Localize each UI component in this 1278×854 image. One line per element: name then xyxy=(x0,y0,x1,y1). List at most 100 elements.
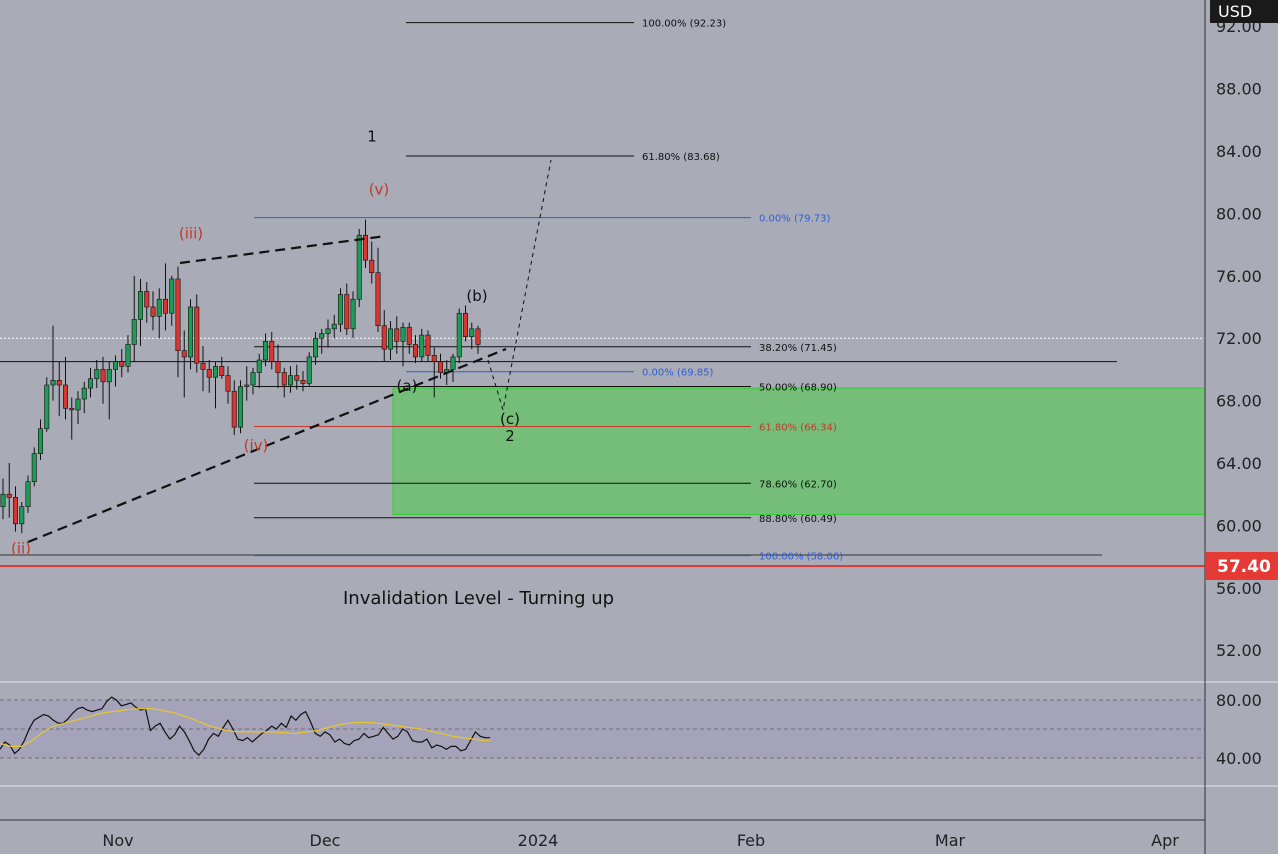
candle-body xyxy=(381,325,387,350)
candle-body xyxy=(81,387,87,400)
candle-body xyxy=(194,306,200,364)
candle-body xyxy=(181,350,187,358)
candle-body xyxy=(312,337,318,358)
candle-body xyxy=(356,234,362,300)
candle-body xyxy=(131,319,137,345)
wedge-lower-line xyxy=(27,347,507,544)
candle-body xyxy=(337,294,343,325)
candle-body xyxy=(231,390,237,428)
y-tick-label: 80.00 xyxy=(1216,204,1262,223)
candle-body xyxy=(350,298,356,330)
candle-body xyxy=(287,375,293,386)
candle-body xyxy=(113,361,119,370)
candle-body xyxy=(412,344,418,358)
y-tick-label: 68.00 xyxy=(1216,392,1262,411)
candle-body xyxy=(238,386,244,428)
x-tick-label: Feb xyxy=(737,831,765,850)
target-zone xyxy=(392,387,1206,515)
candle-body xyxy=(13,497,19,525)
candle-body xyxy=(281,372,287,386)
candle-body xyxy=(387,328,393,350)
candle-body xyxy=(269,341,275,362)
candle-body xyxy=(306,356,312,384)
candle-body xyxy=(188,306,194,358)
wave-label: (b) xyxy=(466,287,487,305)
candle-body xyxy=(475,328,481,345)
candle-body xyxy=(462,312,468,337)
candle-body xyxy=(31,453,37,483)
candle-body xyxy=(75,398,81,411)
currency-label: USD xyxy=(1218,2,1252,21)
candle-body xyxy=(200,362,206,370)
x-tick-label: Mar xyxy=(935,831,966,850)
x-tick-label: 2024 xyxy=(518,831,559,850)
candle-body xyxy=(163,298,169,314)
y-tick-label: 52.00 xyxy=(1216,641,1262,660)
fib-label: 61.80% (66.34) xyxy=(759,422,837,433)
fib-label: 78.60% (62.70) xyxy=(759,479,837,490)
candle-body xyxy=(100,369,106,383)
fib-label: 61.80% (83.68) xyxy=(642,152,720,163)
fib-label: 0.00% (69.85) xyxy=(642,368,713,379)
y-tick-label: 84.00 xyxy=(1216,142,1262,161)
candle-body xyxy=(50,380,56,386)
candle-body xyxy=(19,506,25,525)
candle-body xyxy=(69,408,75,411)
candle-body xyxy=(431,355,437,362)
candle-body xyxy=(375,272,381,327)
candle-body xyxy=(362,234,368,261)
fib-label: 100.00% (58.06) xyxy=(759,552,843,563)
candle-body xyxy=(344,294,350,330)
wave-label: (a) xyxy=(397,377,418,395)
y-tick-label: 88.00 xyxy=(1216,80,1262,99)
candle-body xyxy=(25,481,31,507)
candle-body xyxy=(406,326,412,345)
projection-path xyxy=(487,159,552,411)
fib-label: 50.00% (68.90) xyxy=(759,383,837,394)
candle-body xyxy=(62,384,68,409)
invalidation-text: Invalidation Level - Turning up xyxy=(343,588,614,609)
candle-body xyxy=(300,380,306,384)
candle-body xyxy=(262,341,268,361)
rsi-tick-label: 40.00 xyxy=(1216,749,1262,768)
candle-body xyxy=(319,333,325,339)
candle-body xyxy=(0,493,6,507)
y-tick-label: 76.00 xyxy=(1216,267,1262,286)
candle-body xyxy=(219,365,225,376)
price-tag xyxy=(1205,551,1278,580)
rsi-axis: 80.00 40.00 xyxy=(1216,691,1262,768)
candle-body xyxy=(119,361,125,367)
fib-levels: 100.00% (92.23) 61.80% (83.68) 0.00% (79.7… xyxy=(254,19,843,563)
price-tag-label: 57.40 xyxy=(1217,557,1271,577)
y-tick-label: 72.00 xyxy=(1216,329,1262,348)
candle-body xyxy=(369,259,375,273)
rsi-line xyxy=(0,696,490,756)
x-tick-label: Nov xyxy=(102,831,133,850)
candle-body xyxy=(37,428,43,454)
wave-label: (c) xyxy=(500,410,520,428)
wedge-lines xyxy=(27,159,552,544)
candle-body xyxy=(325,328,331,334)
x-tick-label: Dec xyxy=(310,831,341,850)
candle-body xyxy=(400,326,406,342)
candle-body xyxy=(56,380,62,386)
y-tick-label: 60.00 xyxy=(1216,516,1262,535)
wave-label: 1 xyxy=(367,128,377,146)
candle-body xyxy=(169,278,175,314)
candle-body xyxy=(419,334,425,358)
candle-body xyxy=(138,291,144,320)
x-tick-label: Apr xyxy=(1151,831,1179,850)
candle-body xyxy=(425,334,431,356)
candle-body xyxy=(294,375,300,381)
candle-body xyxy=(250,372,256,386)
candles xyxy=(0,219,481,534)
fib-label: 100.00% (92.23) xyxy=(642,19,726,30)
candle-body xyxy=(331,323,337,330)
candle-body xyxy=(44,384,50,429)
fib-label: 88.80% (60.49) xyxy=(759,514,837,525)
rsi-ma-line xyxy=(0,708,490,748)
currency-badge xyxy=(1210,0,1278,23)
candle-body xyxy=(256,359,262,373)
candle-body xyxy=(106,369,112,383)
candle-body xyxy=(213,365,219,378)
